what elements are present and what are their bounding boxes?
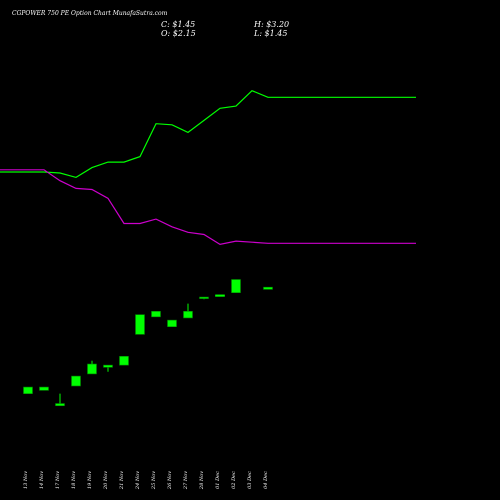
x-tick-label: 25 Nov (151, 471, 157, 490)
x-tick-label: 13 Nov (23, 471, 29, 489)
x-tick-label: 04 Dec (263, 471, 269, 489)
candle-body (135, 314, 145, 335)
x-tick-label: 24 Nov (135, 471, 141, 490)
open-value: O: $2.15 (161, 29, 196, 38)
candle (87, 360, 97, 375)
candle-body (151, 311, 161, 318)
candles-layer (23, 279, 273, 407)
x-axis-labels: 13 Nov 14 Nov 17 Nov 18 Nov 19 Nov 20 Nov 21 N… (23, 471, 269, 490)
x-tick-label: 14 Nov (39, 471, 45, 489)
candle (183, 303, 193, 319)
candle (103, 364, 113, 372)
candle-body (119, 356, 129, 366)
candle (39, 386, 49, 391)
candle (263, 286, 273, 290)
close-value: C: $1.45 (161, 20, 196, 29)
x-tick-label: 20 Nov (103, 471, 109, 490)
candle (135, 314, 145, 335)
candle-body (39, 386, 49, 391)
candle-body (167, 319, 177, 328)
lower-line-series (0, 169, 416, 246)
low-value: L: $1.45 (254, 29, 288, 38)
x-tick-label: 02 Dec (231, 471, 237, 489)
candle-body (183, 311, 193, 319)
x-tick-label: 18 Nov (71, 471, 77, 489)
x-tick-label: 01 Dec (215, 471, 221, 489)
x-tick-label: 03 Dec (247, 471, 253, 489)
lines-layer (0, 89, 416, 246)
candle (71, 375, 81, 387)
x-tick-label: 19 Nov (87, 471, 93, 489)
candle (55, 393, 65, 407)
upper-line-series (0, 89, 416, 179)
candle-body (71, 375, 81, 387)
candle (231, 279, 241, 293)
candle (151, 311, 161, 318)
x-tick-label: 17 Nov (55, 471, 61, 489)
candle (23, 386, 33, 394)
candle-body (87, 363, 97, 375)
x-tick-label: 27 Nov (183, 471, 189, 490)
candle-body (103, 364, 113, 368)
chart-title: CGPOWER 750 PE Option Chart MunafaSutra.… (12, 10, 168, 17)
candle (167, 319, 177, 328)
candle (119, 356, 129, 366)
x-tick-label: 26 Nov (167, 471, 173, 490)
candle-body (215, 294, 225, 297)
candle (215, 294, 225, 297)
candle-body (199, 296, 209, 299)
x-tick-label: 21 Nov (119, 471, 125, 490)
candle (199, 296, 209, 300)
high-value: H: $3.20 (254, 20, 290, 29)
x-tick-label: 28 Nov (199, 471, 205, 490)
candle-body (55, 403, 65, 407)
candle-body (263, 286, 273, 290)
candle-body (231, 279, 241, 293)
candle-body (23, 386, 33, 394)
